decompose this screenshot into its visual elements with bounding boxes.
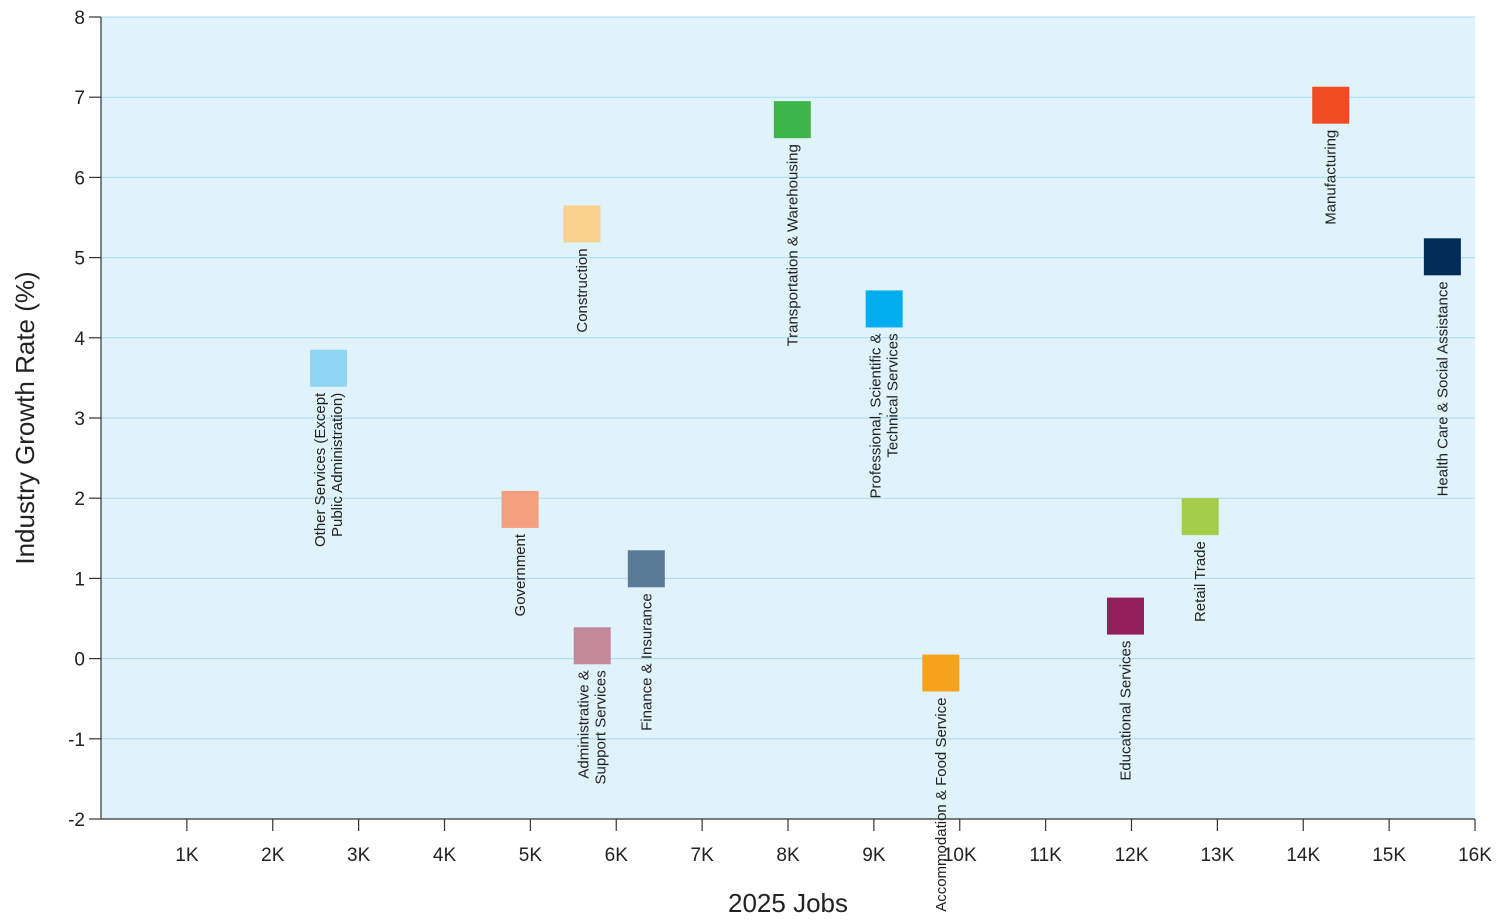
data-point-marker (1423, 238, 1461, 276)
data-point-marker (922, 654, 960, 692)
data-point-label-line: Government (512, 533, 529, 616)
data-point-marker (501, 490, 539, 528)
data-point-label-line: Manufacturing (1323, 130, 1340, 225)
point-labels: Other Services (Except Public Administrat… (312, 130, 1451, 912)
y-tick-label: 4 (74, 329, 85, 350)
x-tick-label: 10K (943, 845, 977, 866)
y-tick-label: 2 (74, 489, 85, 510)
data-point-marker (1312, 86, 1350, 124)
data-point-label-line: Support Services (593, 670, 610, 784)
data-point-label-line: Technical Services (885, 333, 902, 457)
data-point-marker (773, 101, 811, 139)
x-tick-label: 16K (1458, 845, 1492, 866)
x-tick-label: 2K (261, 845, 285, 866)
data-point-label-line: Administrative & (576, 670, 593, 778)
y-tick-label: 6 (74, 168, 85, 189)
axes: -2 -1 0 1 2 3 4 5 6 7 8 1K 2K 3K 4K 5K 6K 7K 8K 9K 10K 11K 12K… (68, 8, 1492, 866)
data-points (310, 86, 1461, 692)
y-tick-label: -1 (68, 730, 85, 751)
data-point-label: Finance & Insurance (638, 593, 655, 731)
data-point-label-line: Accommodation & Food Service (933, 698, 950, 912)
data-point-marker (1106, 597, 1144, 635)
data-point-label: Administrative & Support Services (576, 670, 610, 784)
y-tick-label: 1 (74, 569, 85, 590)
data-point-label-line: Health Care & Social Assistance (1434, 281, 1451, 496)
y-tick-label: -2 (68, 810, 85, 831)
y-tick-label: 5 (74, 249, 85, 270)
data-point-marker (573, 627, 611, 665)
data-point-label: Professional, Scientific & Technical Serv… (868, 333, 902, 498)
data-point-label-line: Public Administration) (329, 393, 346, 537)
data-point-label: Other Services (Except Public Administrat… (312, 392, 346, 547)
x-tick-label: 5K (519, 845, 543, 866)
gridlines (101, 16, 1475, 740)
data-point-label-line: Professional, Scientific & (868, 333, 885, 498)
x-tick-label: 13K (1200, 845, 1234, 866)
data-point-label: Health Care & Social Assistance (1434, 281, 1451, 496)
data-point-marker (1181, 498, 1219, 536)
data-point-label-line: Other Services (Except (312, 392, 329, 547)
data-point-label-line: Educational Services (1117, 641, 1134, 781)
data-point-label: Retail Trade (1192, 541, 1209, 622)
y-tick-label: 0 (74, 650, 85, 671)
x-tick-label: 8K (776, 845, 800, 866)
data-point-label-line: Construction (574, 248, 591, 332)
data-point-marker (627, 550, 665, 588)
data-point-label: Educational Services (1117, 641, 1134, 781)
x-tick-label: 11K (1029, 845, 1062, 866)
x-tick-label: 7K (691, 845, 715, 866)
y-tick-label: 8 (74, 8, 85, 29)
data-point-marker (865, 290, 903, 328)
y-tick-label: 7 (74, 88, 85, 109)
data-point-label: Construction (574, 248, 591, 332)
data-point-label-line: Retail Trade (1192, 541, 1209, 622)
x-tick-label: 15K (1372, 845, 1406, 866)
data-point-label-line: Finance & Insurance (638, 593, 655, 731)
x-tick-label: 4K (433, 845, 457, 866)
x-tick-label: 1K (175, 845, 199, 866)
data-point-label: Government (512, 533, 529, 616)
x-tick-label: 9K (862, 845, 886, 866)
data-point-label: Accommodation & Food Service (933, 698, 950, 912)
x-tick-label: 3K (347, 845, 371, 866)
data-point-label: Transportation & Warehousing (784, 144, 801, 346)
data-point-label-line: Transportation & Warehousing (784, 144, 801, 346)
y-axis-title: Industry Growth Rate (%) (10, 271, 40, 564)
x-tick-label: 12K (1115, 845, 1149, 866)
x-axis-title: 2025 Jobs (728, 888, 848, 918)
data-point-marker (310, 349, 348, 387)
x-tick-label: 6K (605, 845, 629, 866)
y-tick-label: 3 (74, 409, 85, 430)
data-point-marker (563, 205, 601, 243)
data-point-label: Manufacturing (1323, 130, 1340, 225)
x-tick-label: 14K (1286, 845, 1320, 866)
